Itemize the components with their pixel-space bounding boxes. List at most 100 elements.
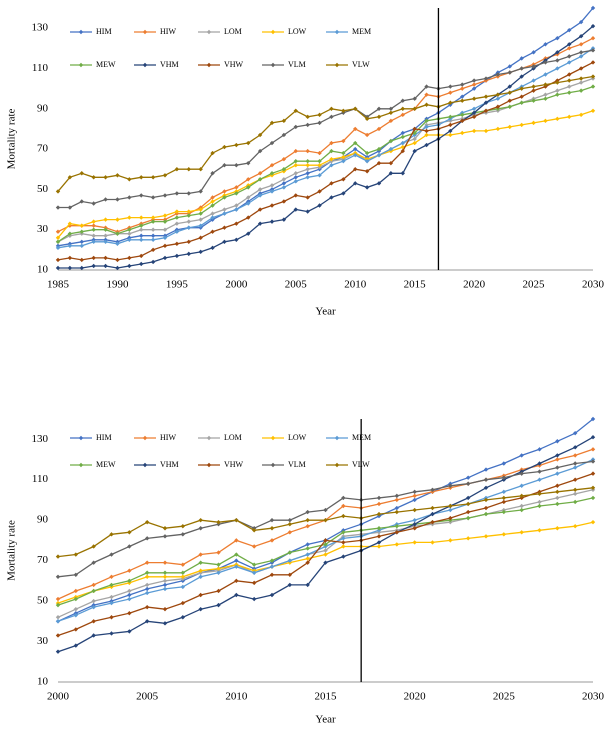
point-marker [281,199,287,204]
point-marker [412,489,417,495]
point-marker [483,534,489,539]
point-marker [127,596,132,602]
point-marker [210,171,215,176]
point-marker [162,243,168,249]
point-marker [507,70,512,75]
point-marker [590,435,596,440]
legend-marker [270,462,276,468]
point-marker [234,552,239,557]
point-marker [590,447,596,452]
point-marker [55,265,61,271]
point-marker [531,84,536,89]
y-axis-label: Mortality rate [6,108,18,169]
point-marker [572,491,578,497]
point-marker [73,613,79,618]
point-marker [198,167,203,172]
point-marker [210,211,215,216]
point-marker [400,130,405,136]
point-marker [180,570,186,575]
point-marker [162,219,168,224]
point-marker [412,526,417,531]
point-marker [234,578,239,584]
point-marker [501,509,507,515]
point-marker [519,122,524,128]
point-marker [323,507,328,513]
point-marker [341,544,346,549]
point-marker [293,193,298,198]
point-marker [555,439,560,444]
point-marker [341,191,346,196]
point-marker [269,203,275,208]
point-marker [103,217,108,222]
point-marker [103,239,108,244]
x-tick-label: 2005 [136,691,159,703]
point-marker [234,221,239,226]
point-marker [305,560,310,565]
point-marker [424,128,429,134]
point-marker [216,588,221,594]
point-marker [174,229,180,234]
point-marker [246,185,251,190]
point-marker [79,243,84,249]
point-marker [287,522,293,527]
point-marker [507,98,512,103]
point-marker [216,570,221,575]
point-marker [251,528,257,533]
point-marker [376,114,382,120]
point-marker [174,215,180,220]
point-marker [305,122,310,128]
point-marker [150,247,156,253]
x-tick-label: 2025 [523,279,546,291]
y-tick-label: 70 [37,554,49,566]
x-tick-label: 1995 [166,279,189,291]
series-line [57,37,594,233]
point-marker [139,253,144,259]
point-marker [376,534,382,539]
point-marker [590,519,596,525]
legend-marker [206,29,212,35]
legend-marker [270,29,276,35]
point-marker [555,88,560,93]
point-marker [198,211,203,216]
point-marker [91,219,96,224]
point-marker [55,235,61,240]
point-marker [424,84,429,89]
point-marker [305,163,310,168]
point-marker [79,171,84,176]
x-tick-label: 2010 [344,279,367,291]
point-marker [91,619,96,624]
point-marker [388,110,394,115]
point-marker [531,64,536,69]
point-marker [127,255,132,261]
series-line [57,7,594,247]
point-marker [257,207,263,212]
point-marker [287,517,293,523]
point-marker [73,572,79,577]
point-marker [424,124,429,130]
point-marker [465,475,471,480]
point-marker [67,243,73,249]
point-marker [55,633,61,638]
point-marker [91,201,96,206]
legend-marker [142,435,148,441]
point-marker [507,124,512,130]
point-marker [483,467,489,472]
point-marker [162,570,168,575]
point-marker [567,84,572,89]
point-marker [364,169,370,174]
point-marker [495,96,501,101]
point-marker [555,50,560,55]
point-marker [174,209,180,214]
point-marker [567,42,572,47]
point-marker [269,219,275,224]
point-marker [507,64,512,69]
point-marker [555,453,560,458]
point-marker [590,459,596,464]
point-marker [216,550,221,555]
point-marker [210,199,215,204]
point-marker [400,171,405,176]
point-marker [578,42,584,47]
point-marker [257,177,263,182]
point-marker [139,233,144,238]
point-marker [341,154,346,160]
